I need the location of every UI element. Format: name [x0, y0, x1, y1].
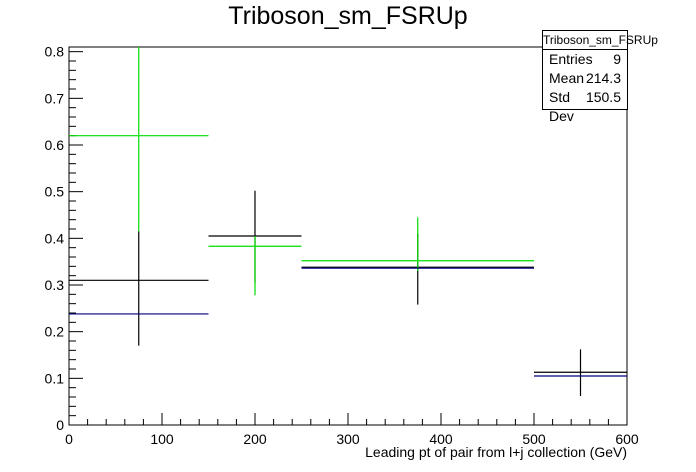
- stats-row-entries: Entries 9: [543, 50, 627, 69]
- y-tick-label: 0.6: [45, 137, 65, 153]
- stats-row-stddev: Std Dev 150.5: [543, 88, 627, 124]
- stats-row-mean: Mean 214.3: [543, 69, 627, 88]
- y-tick-label: 0.5: [45, 184, 65, 200]
- x-tick-label: 0: [65, 431, 73, 447]
- stddev-label: Std Dev: [549, 89, 574, 124]
- x-axis-label: Leading pt of pair from l+j collection (…: [365, 444, 627, 460]
- mean-value: 214.3: [585, 70, 621, 86]
- x-tick-label: 200: [243, 431, 267, 447]
- y-tick-label: 0.4: [45, 230, 65, 246]
- y-tick-label: 0: [56, 417, 64, 433]
- stats-box: Triboson_sm_FSRUp Entries 9 Mean 214.3 S…: [542, 30, 658, 124]
- y-tick-label: 0.8: [45, 44, 65, 60]
- y-tick-label: 0.2: [45, 324, 65, 340]
- stddev-value: 150.5: [585, 89, 621, 105]
- entries-label: Entries: [549, 51, 593, 67]
- mean-label: Mean: [549, 70, 585, 86]
- x-tick-label: 400: [429, 431, 453, 447]
- y-tick-label: 0.3: [45, 277, 65, 293]
- entries-value: 9: [613, 51, 621, 67]
- y-tick-label: 0.7: [45, 90, 65, 106]
- x-tick-label: 600: [615, 431, 639, 447]
- y-tick-label: 0.1: [45, 370, 65, 386]
- x-tick-label: 100: [150, 431, 174, 447]
- stats-box-title: Triboson_sm_FSRUp: [543, 31, 658, 50]
- x-tick-label: 500: [522, 431, 546, 447]
- x-tick-label: 300: [336, 431, 360, 447]
- chart-title: Triboson_sm_FSRUp: [228, 2, 468, 30]
